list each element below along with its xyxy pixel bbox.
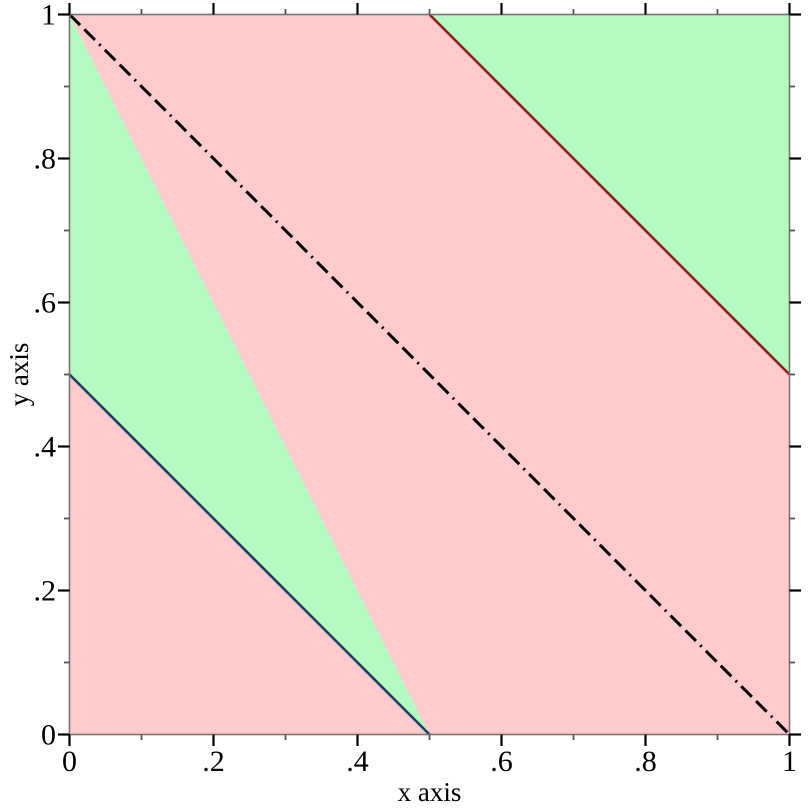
x-tick-label-1: .2 — [202, 745, 225, 778]
contour-lines — [68, 13, 791, 736]
x-tick-label-0: 0 — [62, 745, 77, 778]
contour-line-1p5-solid-darkred — [428, 13, 791, 376]
x-tick-labels: 0 .2 .4 .6 .8 1 — [62, 745, 797, 778]
y-tick-label-2: .4 — [34, 431, 57, 464]
y-tick-label-4: .8 — [34, 143, 57, 176]
x-tick-label-5: 1 — [782, 745, 797, 778]
y-tick-label-1: .2 — [34, 575, 57, 608]
x-tick-label-4: .8 — [634, 745, 657, 778]
y-axis-title: y axis — [4, 343, 34, 407]
x-tick-label-2: .4 — [346, 745, 369, 778]
y-tick-label-3: .6 — [34, 287, 57, 320]
minor-ticks — [64, 9, 795, 740]
y-tick-label-0: 0 — [41, 719, 56, 752]
contour-line-0p5-solid-navy — [68, 373, 431, 736]
y-tick-label-5: 1 — [41, 0, 56, 32]
x-tick-label-3: .6 — [490, 745, 513, 778]
major-ticks — [58, 3, 801, 746]
y-tick-labels: 0 .2 .4 .6 .8 1 — [34, 0, 57, 752]
contour-line-1p0-dashed-black — [68, 13, 791, 736]
x-axis-title: x axis — [398, 777, 462, 807]
